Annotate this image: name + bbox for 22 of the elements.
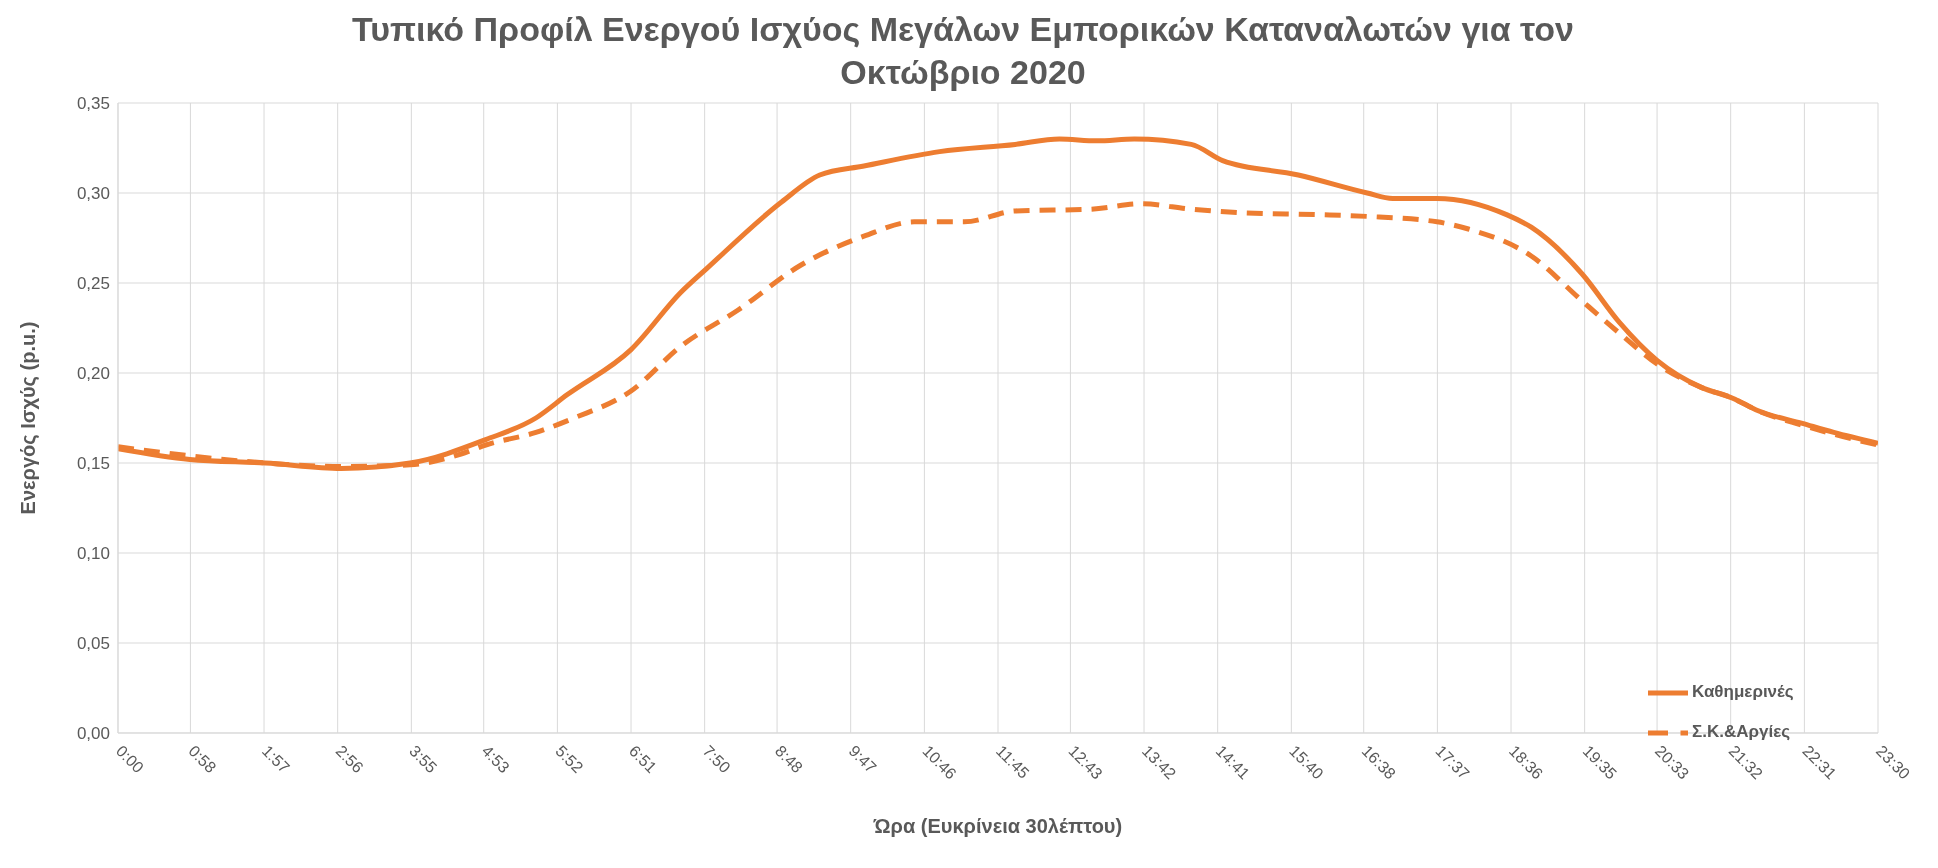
x-tick-label: 3:55 (406, 742, 441, 777)
x-tick-label: 1:57 (258, 742, 294, 777)
y-tick-label: 0,25 (76, 274, 110, 294)
y-tick-label: 0,15 (76, 454, 110, 474)
y-tick-label: 0,05 (76, 634, 110, 654)
y-tick-label: 0,20 (76, 364, 110, 384)
y-tick-label: 0,30 (76, 184, 110, 204)
y-tick-label: 0,00 (76, 724, 110, 744)
legend-label: Καθημερινές (1692, 682, 1794, 702)
x-axis-title: Ώρα (Ευκρίνεια 30λέπτου) (872, 815, 1123, 837)
x-tick-label: 8:48 (771, 742, 807, 777)
y-axis-title: Ενεργός Ισχύς (p.u.) (17, 321, 40, 515)
x-tick-label: 4:53 (478, 742, 513, 777)
y-tick-label: 0,10 (76, 544, 110, 564)
x-tick-label: 7:50 (699, 742, 734, 777)
x-tick-label: 0:00 (112, 742, 148, 777)
x-tick-label: 0:58 (185, 742, 220, 777)
x-tick-label: 2:56 (332, 742, 367, 777)
x-tick-label: 9:47 (845, 742, 880, 777)
y-tick-label: 0,35 (76, 94, 110, 114)
legend-label: Σ.Κ.&Αργίες (1692, 722, 1791, 742)
chart-title: Τυπικό Προφίλ Ενεργού Ισχύος Μεγάλων Εμπορικών Καταναλωτών για τον Οκτώβριο 2020 (351, 9, 1575, 93)
